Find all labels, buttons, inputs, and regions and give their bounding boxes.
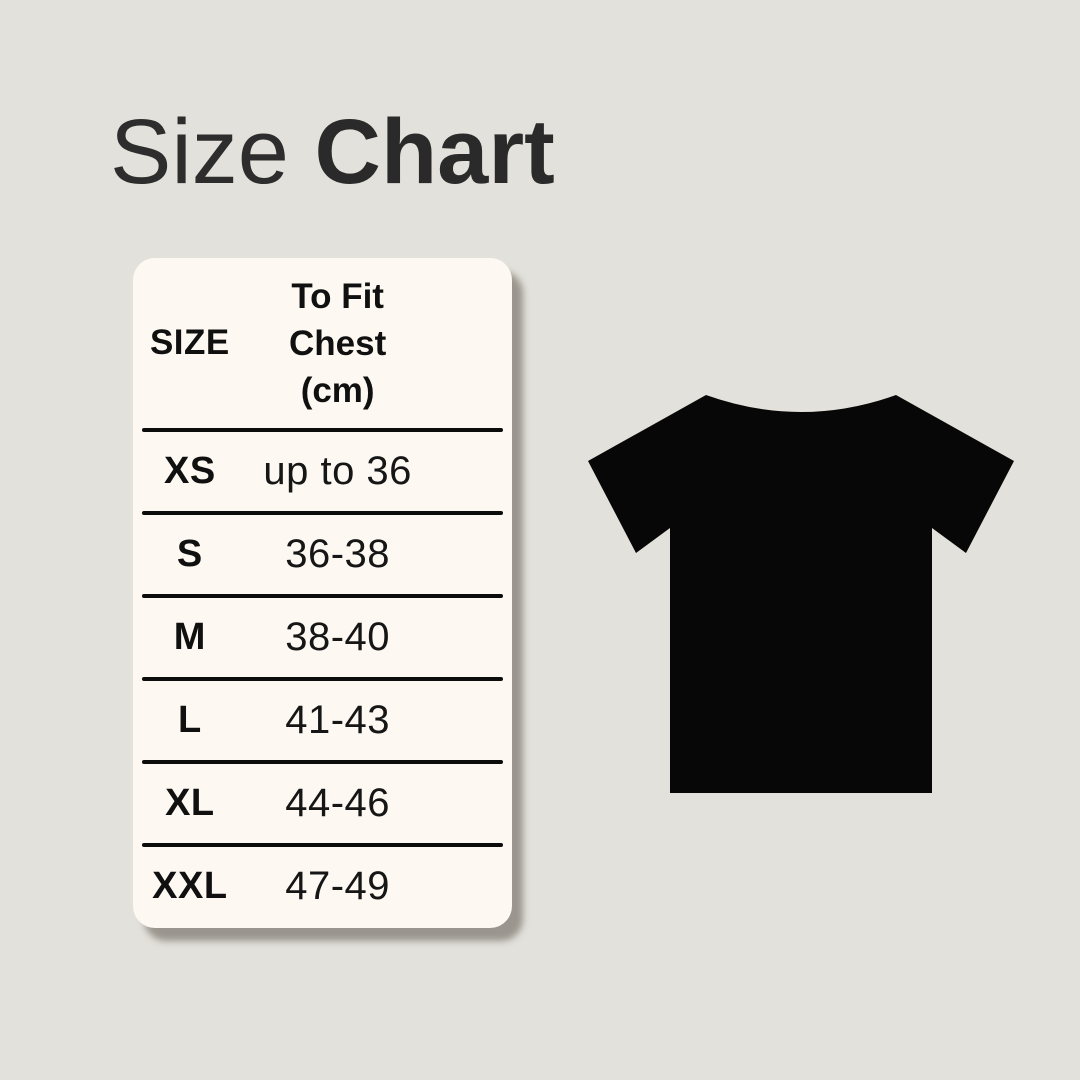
chest-value: 38-40 [285,615,391,659]
size-label: XL [165,782,215,824]
row-divider [142,760,503,764]
size-label: S [176,533,203,575]
column-header-chest-line1: To Fit [291,276,384,316]
row-divider [142,511,503,515]
table-header-row: SIZE To Fit Chest (cm) [133,258,512,428]
chest-value: 41-43 [285,698,391,742]
column-header-chest: To Fit Chest (cm) [247,273,429,414]
chest-value: up to 36 [263,449,412,493]
size-label: L [177,699,202,741]
header-divider [142,428,503,432]
chest-value: 44-46 [285,781,391,825]
table-row-l: L 41-43 [133,681,512,760]
chest-value: 47-49 [285,864,391,908]
column-header-size: SIZE [149,323,230,362]
column-header-chest-line2: Chest [289,323,387,363]
tshirt-icon [588,395,1014,793]
size-chart-card: SIZE To Fit Chest (cm) XS up to 36 S 36-… [133,258,512,928]
page-title: Size Chart [110,104,555,200]
page-title-regular: Size [110,101,315,203]
row-divider [142,843,503,847]
size-label: XS [163,450,216,492]
table-row-s: S 36-38 [133,515,512,594]
page-title-bold: Chart [314,101,555,203]
column-header-chest-line3: (cm) [300,370,375,410]
table-row-xl: XL 44-46 [133,764,512,843]
row-divider [142,677,503,681]
row-divider [142,594,503,598]
table-row-xxl: XXL 47-49 [133,847,512,926]
chest-value: 36-38 [285,532,391,576]
table-row-xs: XS up to 36 [133,432,512,511]
size-label: XXL [152,865,228,907]
table-row-m: M 38-40 [133,598,512,677]
size-label: M [173,616,206,658]
